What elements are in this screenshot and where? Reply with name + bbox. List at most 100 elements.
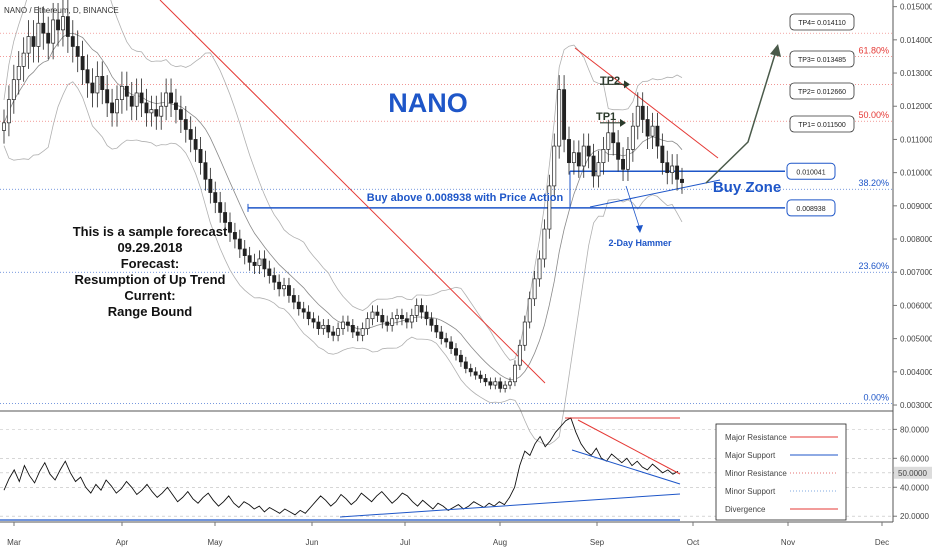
target-label: TP1= 0.011500	[798, 122, 846, 129]
month-label: Nov	[781, 538, 795, 547]
candle-body	[139, 92, 144, 104]
candle-body	[90, 82, 95, 94]
target-box	[789, 115, 855, 133]
candle-body	[680, 178, 684, 183]
lower-band	[3, 81, 683, 446]
candle-body	[478, 374, 483, 379]
candle-body	[439, 331, 444, 339]
candle-body	[193, 139, 198, 150]
candle-body	[355, 331, 360, 336]
candle-body	[660, 145, 665, 164]
target-box	[789, 82, 855, 100]
fib-level-label: 23.60%	[858, 261, 889, 271]
candle-body	[517, 344, 522, 366]
month-label: Jun	[306, 538, 319, 547]
candle-body	[272, 275, 277, 283]
candle-body	[444, 338, 449, 343]
forecast-arrow	[705, 50, 777, 184]
candle-body	[380, 315, 385, 323]
candle-body	[621, 159, 625, 170]
osc-divergence-line	[577, 419, 681, 475]
candle-body	[198, 149, 203, 164]
legend-label: Major Support	[725, 451, 776, 460]
forecast-arrowhead	[770, 44, 781, 57]
major-resistance-line	[159, 0, 546, 384]
price-tick-label: 0.008000	[900, 235, 932, 244]
legend-label: Divergence	[725, 505, 766, 514]
candle-body	[576, 152, 581, 167]
note-line-6: Range Bound	[108, 304, 193, 319]
candle-body	[537, 258, 542, 280]
candle-body	[105, 89, 110, 104]
callout-label: 0.008938	[796, 206, 825, 213]
candle-body	[419, 305, 424, 313]
candle-body	[463, 361, 468, 369]
candle-body	[223, 212, 228, 223]
candle-body	[267, 268, 272, 276]
candle-body	[164, 92, 169, 107]
candle-body	[242, 248, 247, 256]
candle-body	[635, 105, 640, 127]
candle-body	[665, 162, 670, 173]
note-line-4: Resumption of Up Trend	[75, 272, 226, 287]
target-label: TP3= 0.013485	[798, 57, 846, 64]
price-tick-label: 0.006000	[900, 301, 932, 310]
candle-body	[571, 152, 576, 164]
chart-title: NANO	[388, 88, 468, 118]
candle-body	[301, 308, 306, 313]
candle-body	[424, 311, 429, 320]
hammer-annotation: 2-Day Hammer	[608, 238, 672, 248]
candle-body	[414, 305, 419, 316]
candle-body	[385, 321, 390, 326]
candle-body	[252, 261, 257, 266]
candle-body	[262, 258, 267, 270]
candle-body	[611, 132, 616, 144]
month-label: Sep	[590, 538, 605, 547]
osc-tick-label: 60.0000	[900, 454, 929, 463]
tp2-arrow-head	[624, 80, 630, 89]
month-label: Mar	[7, 538, 21, 547]
candle-body	[282, 285, 286, 290]
osc-current-label: 50.0000	[898, 469, 927, 478]
candle-body	[16, 66, 21, 81]
candle-body	[370, 311, 375, 320]
target-callout: TP2= 0.012660	[789, 82, 855, 100]
candle-body	[395, 315, 399, 320]
callout-label: 0.010041	[796, 169, 825, 176]
buy-zone: 0.010041 0.008938	[247, 162, 836, 217]
price-tick-label: 0.013000	[900, 69, 932, 78]
buy-zone-bottom-callout: 0.008938	[786, 199, 836, 217]
candle-body	[306, 311, 311, 320]
target-label: TP4= 0.014110	[798, 20, 846, 27]
candle-body	[144, 102, 149, 114]
candle-body	[626, 149, 630, 170]
candle-body	[61, 16, 65, 31]
candle-body	[70, 36, 75, 47]
candle-body	[110, 102, 115, 114]
candle-body	[429, 318, 434, 326]
candle-body	[26, 36, 31, 54]
callout-box	[786, 199, 836, 217]
candle-body	[341, 321, 345, 330]
candle-body	[119, 85, 124, 100]
candle-body	[257, 258, 262, 266]
candle-body	[542, 228, 547, 260]
candle-body	[203, 162, 208, 180]
candle-body	[124, 85, 129, 97]
candle-body	[291, 295, 296, 303]
candle-body	[498, 381, 503, 389]
candle-body	[650, 125, 655, 137]
price-tick-label: 0.014000	[900, 36, 932, 45]
hammer-arrowhead	[636, 225, 643, 233]
candle-body	[154, 109, 159, 117]
candle-body	[188, 129, 193, 140]
candle-body	[488, 381, 493, 386]
price-tick-label: 0.003000	[900, 401, 932, 410]
candle-body	[232, 232, 237, 240]
price-tick-label: 0.009000	[900, 202, 932, 211]
target-label: TP2= 0.012660	[798, 89, 846, 96]
osc-support-line	[339, 493, 681, 518]
candle-body	[365, 318, 370, 330]
candle-body	[375, 311, 380, 316]
